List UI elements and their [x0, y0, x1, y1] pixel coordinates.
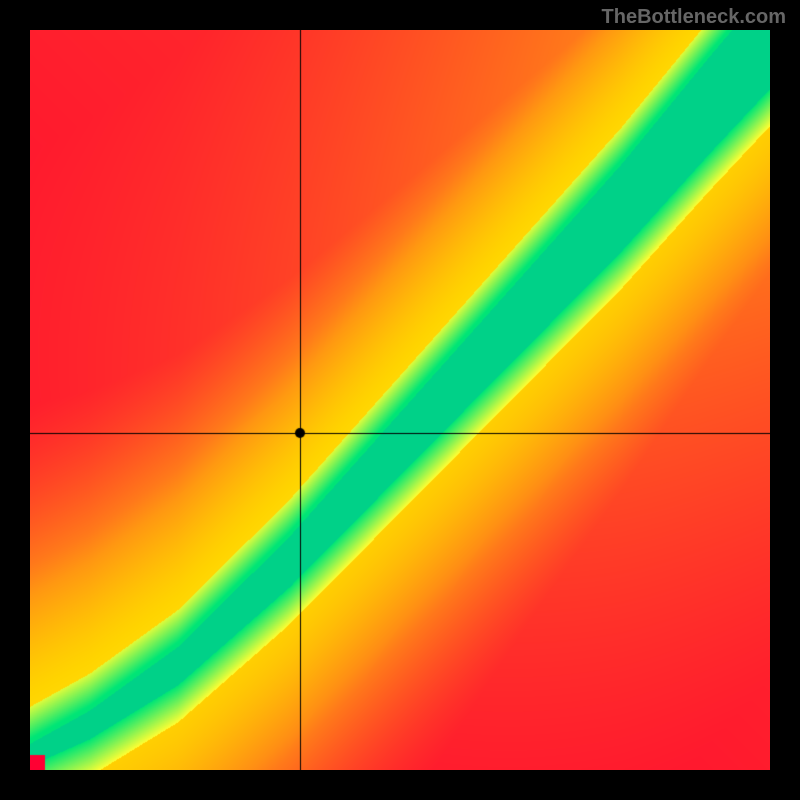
- watermark-text: TheBottleneck.com: [602, 6, 786, 29]
- chart-frame: [30, 30, 770, 770]
- chart-container: TheBottleneck.com: [0, 0, 800, 800]
- bottleneck-heatmap: [30, 30, 770, 770]
